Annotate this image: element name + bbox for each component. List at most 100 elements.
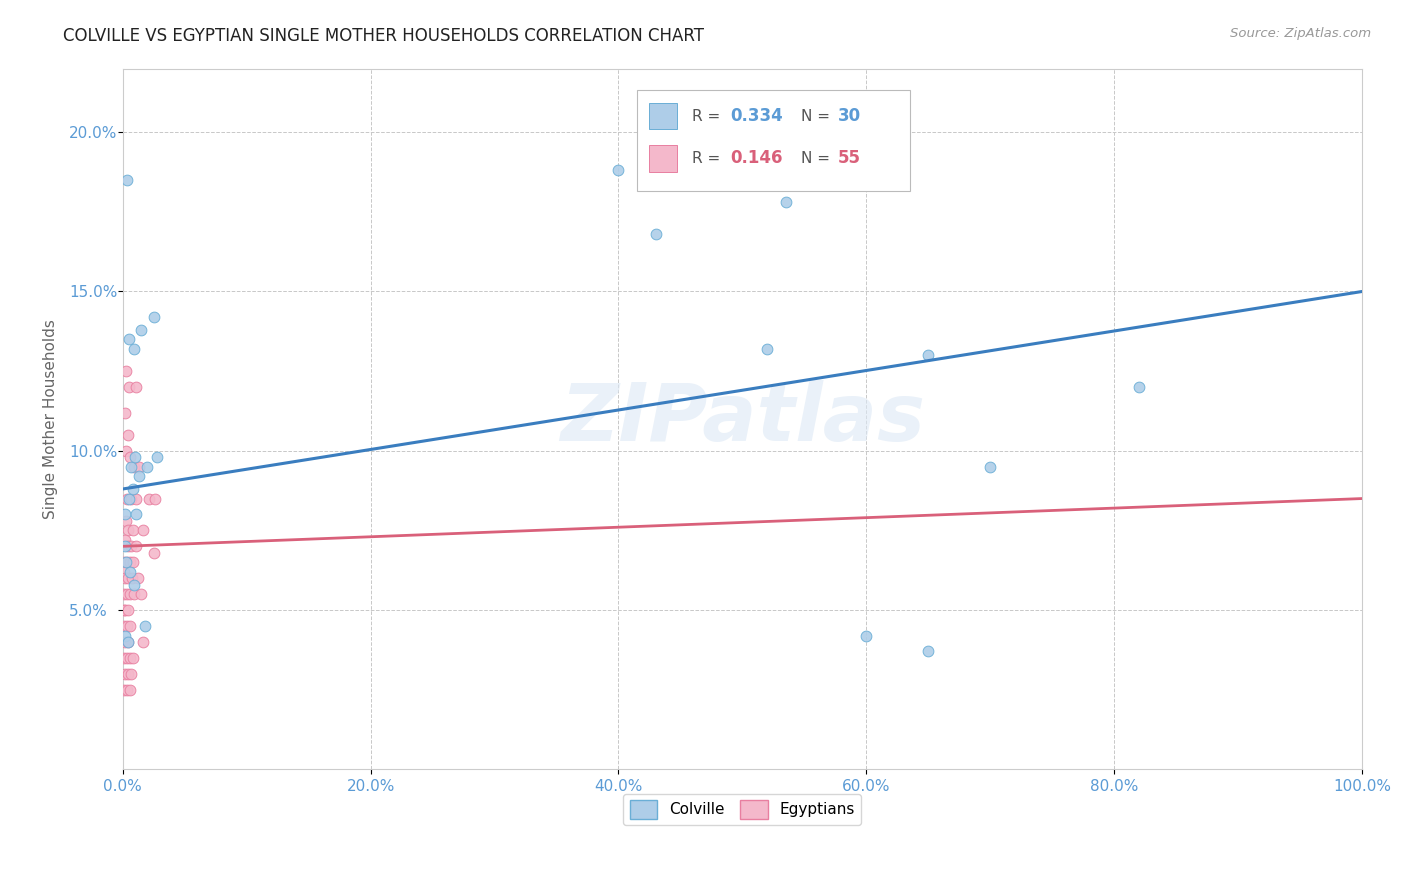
Point bbox=[644, 227, 666, 242]
Text: 55: 55 bbox=[838, 149, 860, 167]
Point bbox=[114, 628, 136, 642]
Point bbox=[122, 650, 145, 665]
Y-axis label: Single Mother Households: Single Mother Households bbox=[44, 319, 58, 519]
Point bbox=[127, 571, 149, 585]
Text: 0.334: 0.334 bbox=[730, 107, 783, 125]
Point bbox=[120, 450, 142, 464]
Point bbox=[120, 539, 142, 553]
FancyBboxPatch shape bbox=[637, 89, 910, 191]
Point bbox=[114, 533, 136, 547]
Point bbox=[117, 427, 139, 442]
Point bbox=[114, 571, 136, 585]
Point bbox=[121, 482, 143, 496]
Text: 30: 30 bbox=[838, 107, 860, 125]
Point bbox=[128, 469, 150, 483]
Point bbox=[131, 524, 153, 538]
Point bbox=[117, 539, 139, 553]
Point bbox=[756, 342, 779, 356]
Point bbox=[118, 682, 141, 697]
Point bbox=[112, 682, 135, 697]
Point bbox=[917, 348, 939, 362]
Text: 0.146: 0.146 bbox=[730, 149, 783, 167]
Point bbox=[115, 491, 138, 506]
Point bbox=[114, 508, 136, 522]
Point bbox=[136, 459, 159, 474]
Text: R =: R = bbox=[692, 151, 724, 166]
Point bbox=[125, 380, 148, 394]
Point bbox=[115, 619, 138, 633]
Point bbox=[122, 524, 145, 538]
Point bbox=[120, 491, 142, 506]
Point bbox=[122, 577, 145, 591]
Point bbox=[125, 508, 148, 522]
Point bbox=[122, 459, 145, 474]
Point bbox=[114, 666, 136, 681]
Point bbox=[115, 587, 138, 601]
Point bbox=[117, 666, 139, 681]
Point bbox=[125, 491, 148, 506]
Point bbox=[128, 459, 150, 474]
Point bbox=[855, 628, 877, 642]
Point bbox=[143, 491, 166, 506]
Point bbox=[115, 650, 138, 665]
Point bbox=[112, 603, 135, 617]
Point bbox=[114, 405, 136, 419]
Point bbox=[112, 555, 135, 569]
Text: N =: N = bbox=[800, 109, 835, 124]
Point bbox=[607, 163, 630, 178]
Point bbox=[115, 173, 138, 187]
Point bbox=[114, 539, 136, 553]
Point bbox=[118, 619, 141, 633]
Point bbox=[142, 310, 165, 324]
Point bbox=[115, 443, 138, 458]
Text: ZIPatlas: ZIPatlas bbox=[560, 380, 925, 458]
Point bbox=[131, 635, 153, 649]
Point bbox=[122, 587, 145, 601]
Point bbox=[115, 682, 138, 697]
Point bbox=[114, 514, 136, 528]
Point bbox=[112, 619, 135, 633]
Point bbox=[117, 524, 139, 538]
Point bbox=[134, 619, 156, 633]
Point bbox=[117, 571, 139, 585]
FancyBboxPatch shape bbox=[650, 145, 676, 171]
Text: COLVILLE VS EGYPTIAN SINGLE MOTHER HOUSEHOLDS CORRELATION CHART: COLVILLE VS EGYPTIAN SINGLE MOTHER HOUSE… bbox=[63, 27, 704, 45]
Point bbox=[118, 650, 141, 665]
Point bbox=[120, 666, 142, 681]
Point bbox=[1128, 380, 1150, 394]
Point bbox=[112, 587, 135, 601]
Point bbox=[129, 323, 152, 337]
Point bbox=[114, 364, 136, 378]
Point bbox=[118, 491, 141, 506]
Point bbox=[146, 450, 169, 464]
Point bbox=[138, 491, 160, 506]
Point bbox=[118, 555, 141, 569]
Point bbox=[112, 650, 135, 665]
Point bbox=[917, 644, 939, 658]
Point bbox=[112, 565, 135, 579]
Point bbox=[121, 571, 143, 585]
Point bbox=[120, 459, 142, 474]
Point bbox=[122, 342, 145, 356]
Point bbox=[979, 459, 1001, 474]
Point bbox=[122, 555, 145, 569]
Point bbox=[142, 546, 165, 560]
Text: Source: ZipAtlas.com: Source: ZipAtlas.com bbox=[1230, 27, 1371, 40]
Point bbox=[114, 603, 136, 617]
Point bbox=[117, 635, 139, 649]
Point bbox=[115, 555, 138, 569]
Point bbox=[118, 587, 141, 601]
Text: N =: N = bbox=[800, 151, 835, 166]
Point bbox=[120, 565, 142, 579]
Point bbox=[117, 635, 139, 649]
Text: R =: R = bbox=[692, 109, 724, 124]
FancyBboxPatch shape bbox=[650, 103, 676, 129]
Point bbox=[115, 555, 138, 569]
Point bbox=[118, 332, 141, 346]
Point bbox=[129, 587, 152, 601]
Point bbox=[124, 450, 146, 464]
Point bbox=[114, 635, 136, 649]
Point bbox=[775, 195, 797, 210]
Point bbox=[118, 380, 141, 394]
Point bbox=[117, 603, 139, 617]
